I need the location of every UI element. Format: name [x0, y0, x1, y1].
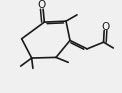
Text: O: O [38, 0, 46, 10]
Text: O: O [102, 22, 110, 32]
